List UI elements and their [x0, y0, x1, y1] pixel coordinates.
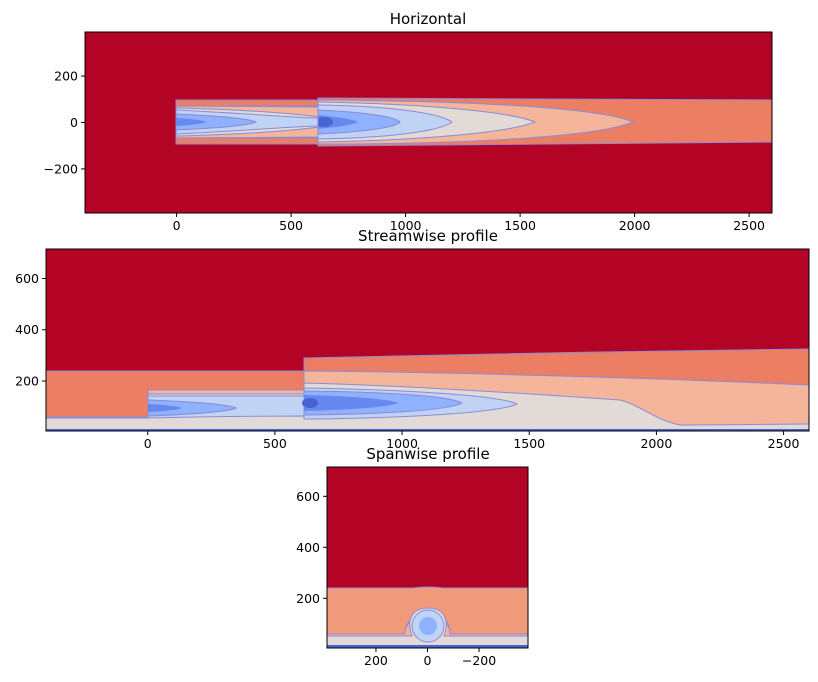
wake1-wall-lower [175, 137, 319, 145]
streamwise-ytick-label: 600 [15, 271, 39, 286]
spanwise-ticks: 200 0 −200 600 400 200 [296, 489, 496, 668]
streamwise-xtick-label: 1500 [513, 436, 545, 451]
horizontal-xtick-label: 1000 [390, 218, 422, 233]
span-band-5 [419, 617, 437, 635]
horizontal-xtick-label: 2500 [733, 218, 765, 233]
streamwise-ticks: 0 500 1000 1500 2000 2500 600 400 200 [15, 271, 799, 451]
streamwise-ytick-label: 400 [15, 322, 39, 337]
horizontal-xtick-label: 1500 [504, 218, 536, 233]
spanwise-xtick-label: −200 [462, 653, 496, 668]
horizontal-ytick-label: −200 [44, 161, 78, 176]
stream-band-6 [148, 395, 398, 412]
panel-streamwise: Streamwise profile 0 500 1000 1500 2000 2500 6… [15, 227, 810, 451]
horizontal-xtick-label: 0 [173, 218, 181, 233]
spanwise-ytick-label: 200 [296, 591, 320, 606]
wake1-band-5 [175, 113, 258, 131]
streamwise-frame [45, 248, 810, 432]
streamwise-xtick-label: 500 [263, 436, 287, 451]
panel-spanwise: Spanwise profile 200 0 −200 600 400 200 [296, 445, 529, 668]
streamwise-ytick-label: 200 [15, 374, 39, 389]
spanwise-ytick-label: 400 [296, 540, 320, 555]
streamwise-xtick-label: 1000 [386, 436, 418, 451]
wake-core-2 [315, 117, 333, 127]
streamwise-xtick-label: 2000 [640, 436, 672, 451]
wake-band-5 [317, 109, 401, 135]
horizontal-contours [85, 32, 772, 213]
spanwise-contours [327, 467, 528, 648]
horizontal-xtick-label: 2000 [619, 218, 651, 233]
wake1-wall-upper [175, 99, 319, 107]
horizontal-ytick-label: 200 [54, 69, 78, 84]
streamwise-xtick-label: 0 [144, 436, 152, 451]
span-ground [327, 645, 528, 648]
spanwise-xtick-label: 0 [424, 653, 432, 668]
spanwise-xtick-label: 200 [364, 653, 388, 668]
spanwise-title: Spanwise profile [366, 445, 489, 463]
horizontal-title: Horizontal [390, 10, 467, 28]
streamwise-xtick-label: 2500 [768, 436, 800, 451]
wake1-band-6 [176, 118, 207, 126]
streamwise-title: Streamwise profile [358, 227, 498, 245]
horizontal-ytick-label: 0 [70, 115, 78, 130]
stream-core [302, 398, 318, 408]
streamwise-contours [46, 249, 809, 431]
spanwise-ytick-label: 600 [296, 489, 320, 504]
horizontal-xtick-label: 500 [279, 218, 303, 233]
stream-ground [46, 429, 809, 431]
